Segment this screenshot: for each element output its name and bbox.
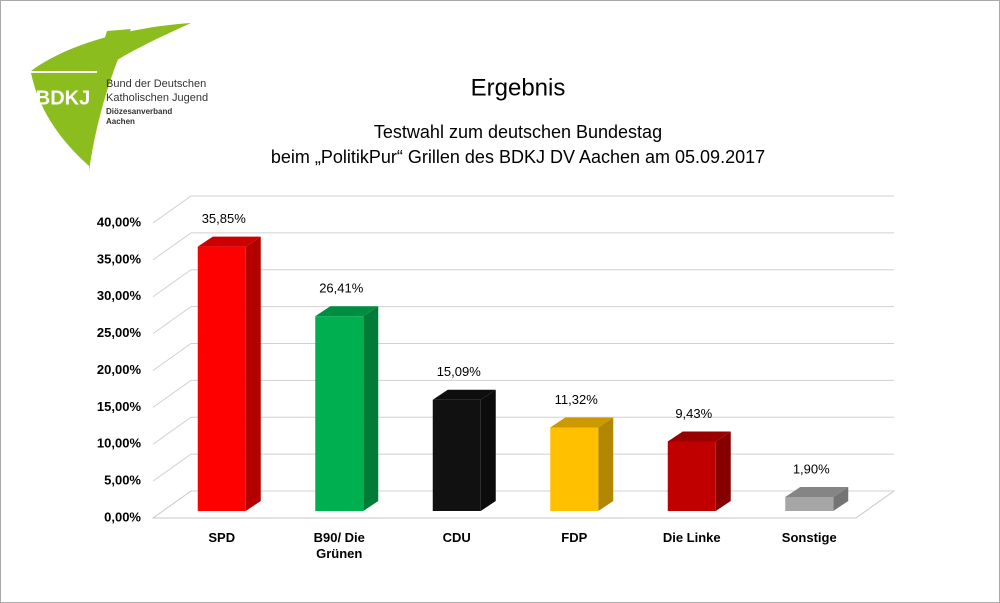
bar — [315, 316, 364, 511]
bar — [197, 246, 246, 511]
y-tick-label: 35,00% — [97, 251, 142, 266]
logo-text: Bund der Deutschen — [106, 78, 206, 90]
logo-shape — [31, 73, 99, 166]
y-tick-label: 15,00% — [97, 399, 142, 414]
value-label: 26,41% — [319, 281, 364, 296]
y-tick-label: 20,00% — [97, 362, 142, 377]
logo: BDKJ Bund der Deutschen Katholischen Jug… — [31, 23, 208, 171]
grid-line — [152, 343, 894, 371]
bar-side — [715, 431, 731, 511]
bar — [785, 496, 834, 511]
x-tick-label: CDU — [442, 530, 471, 545]
bar — [550, 427, 599, 511]
bar — [667, 441, 716, 511]
bar-top — [667, 431, 731, 442]
value-label: 35,85% — [202, 211, 247, 226]
x-tick-label: B90/ Die Grünen — [313, 530, 365, 561]
bar-side — [598, 417, 614, 511]
y-tick-label: 5,00% — [104, 473, 141, 488]
value-label: 9,43% — [675, 406, 712, 421]
chart-subtitle: beim „PolitikPur“ Grillen des BDKJ DV Aa… — [271, 147, 765, 167]
x-tick-label: FDP — [561, 530, 588, 545]
value-label: 1,90% — [793, 461, 830, 476]
chart-subtitle: Testwahl zum deutschen Bundestag — [374, 122, 662, 142]
grid-line — [152, 232, 894, 261]
value-label: 11,32% — [555, 392, 599, 407]
y-tick-label: 25,00% — [97, 325, 142, 340]
logo-text: Aachen — [106, 117, 135, 126]
bar-side — [245, 236, 261, 511]
bar-top — [550, 417, 614, 428]
grid-line — [152, 490, 894, 519]
chart-title: Ergebnis — [471, 74, 566, 101]
y-tick-label: 30,00% — [97, 288, 142, 303]
y-tick-label: 0,00% — [104, 509, 141, 524]
floor — [151, 490, 896, 519]
bar-top — [785, 486, 849, 497]
bar — [432, 399, 481, 511]
logo-shape — [31, 23, 191, 71]
bar-side — [363, 306, 379, 511]
logo-text: Katholischen Jugend — [106, 92, 208, 104]
bar-top — [315, 306, 379, 317]
bar-top — [197, 236, 261, 247]
grid-line — [152, 379, 894, 408]
bar-side — [480, 389, 496, 511]
grid-line — [152, 416, 894, 445]
x-tick-label: Sonstige — [781, 530, 837, 545]
y-tick-label: 40,00% — [97, 214, 142, 229]
grid-line — [152, 453, 894, 482]
grid-line — [152, 306, 894, 335]
x-tick-label: Die Linke — [662, 530, 721, 545]
logo-abbreviation: BDKJ — [36, 87, 90, 109]
y-tick-label: 10,00% — [97, 436, 142, 451]
logo-text: Diözesanverband — [106, 107, 172, 116]
grid-line — [152, 269, 894, 298]
bar-top — [432, 389, 496, 400]
grid-line — [152, 195, 894, 224]
x-tick-label: SPD — [208, 530, 236, 545]
value-label: 15,09% — [437, 364, 482, 379]
bar-side — [833, 486, 849, 511]
